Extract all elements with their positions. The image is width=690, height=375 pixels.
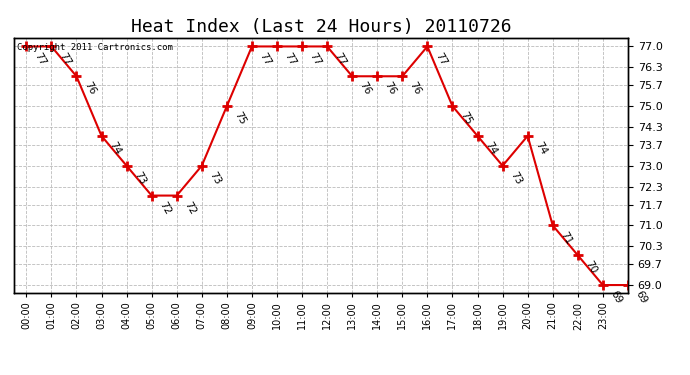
Text: Copyright 2011 Cartronics.com: Copyright 2011 Cartronics.com [17,43,172,52]
Text: 71: 71 [558,230,573,246]
Text: 76: 76 [408,81,423,97]
Text: 77: 77 [257,51,273,67]
Text: 74: 74 [533,140,549,157]
Text: 74: 74 [107,140,122,157]
Text: 77: 77 [282,51,298,67]
Text: 75: 75 [233,110,248,127]
Text: 73: 73 [508,170,524,186]
Text: 72: 72 [182,200,197,216]
Title: Heat Index (Last 24 Hours) 20110726: Heat Index (Last 24 Hours) 20110726 [130,18,511,36]
Text: 77: 77 [308,51,323,67]
Text: 73: 73 [132,170,148,186]
Text: 72: 72 [157,200,172,216]
Text: 75: 75 [458,110,473,127]
Text: 70: 70 [583,260,598,276]
Text: 73: 73 [208,170,223,186]
Text: 77: 77 [333,51,348,67]
Text: 77: 77 [433,51,448,67]
Text: 69: 69 [633,289,649,306]
Text: 76: 76 [383,81,398,97]
Text: 77: 77 [57,51,72,67]
Text: 69: 69 [609,289,624,306]
Text: 77: 77 [32,51,47,67]
Text: 76: 76 [357,81,373,97]
Text: 76: 76 [82,81,97,97]
Text: 74: 74 [483,140,498,157]
